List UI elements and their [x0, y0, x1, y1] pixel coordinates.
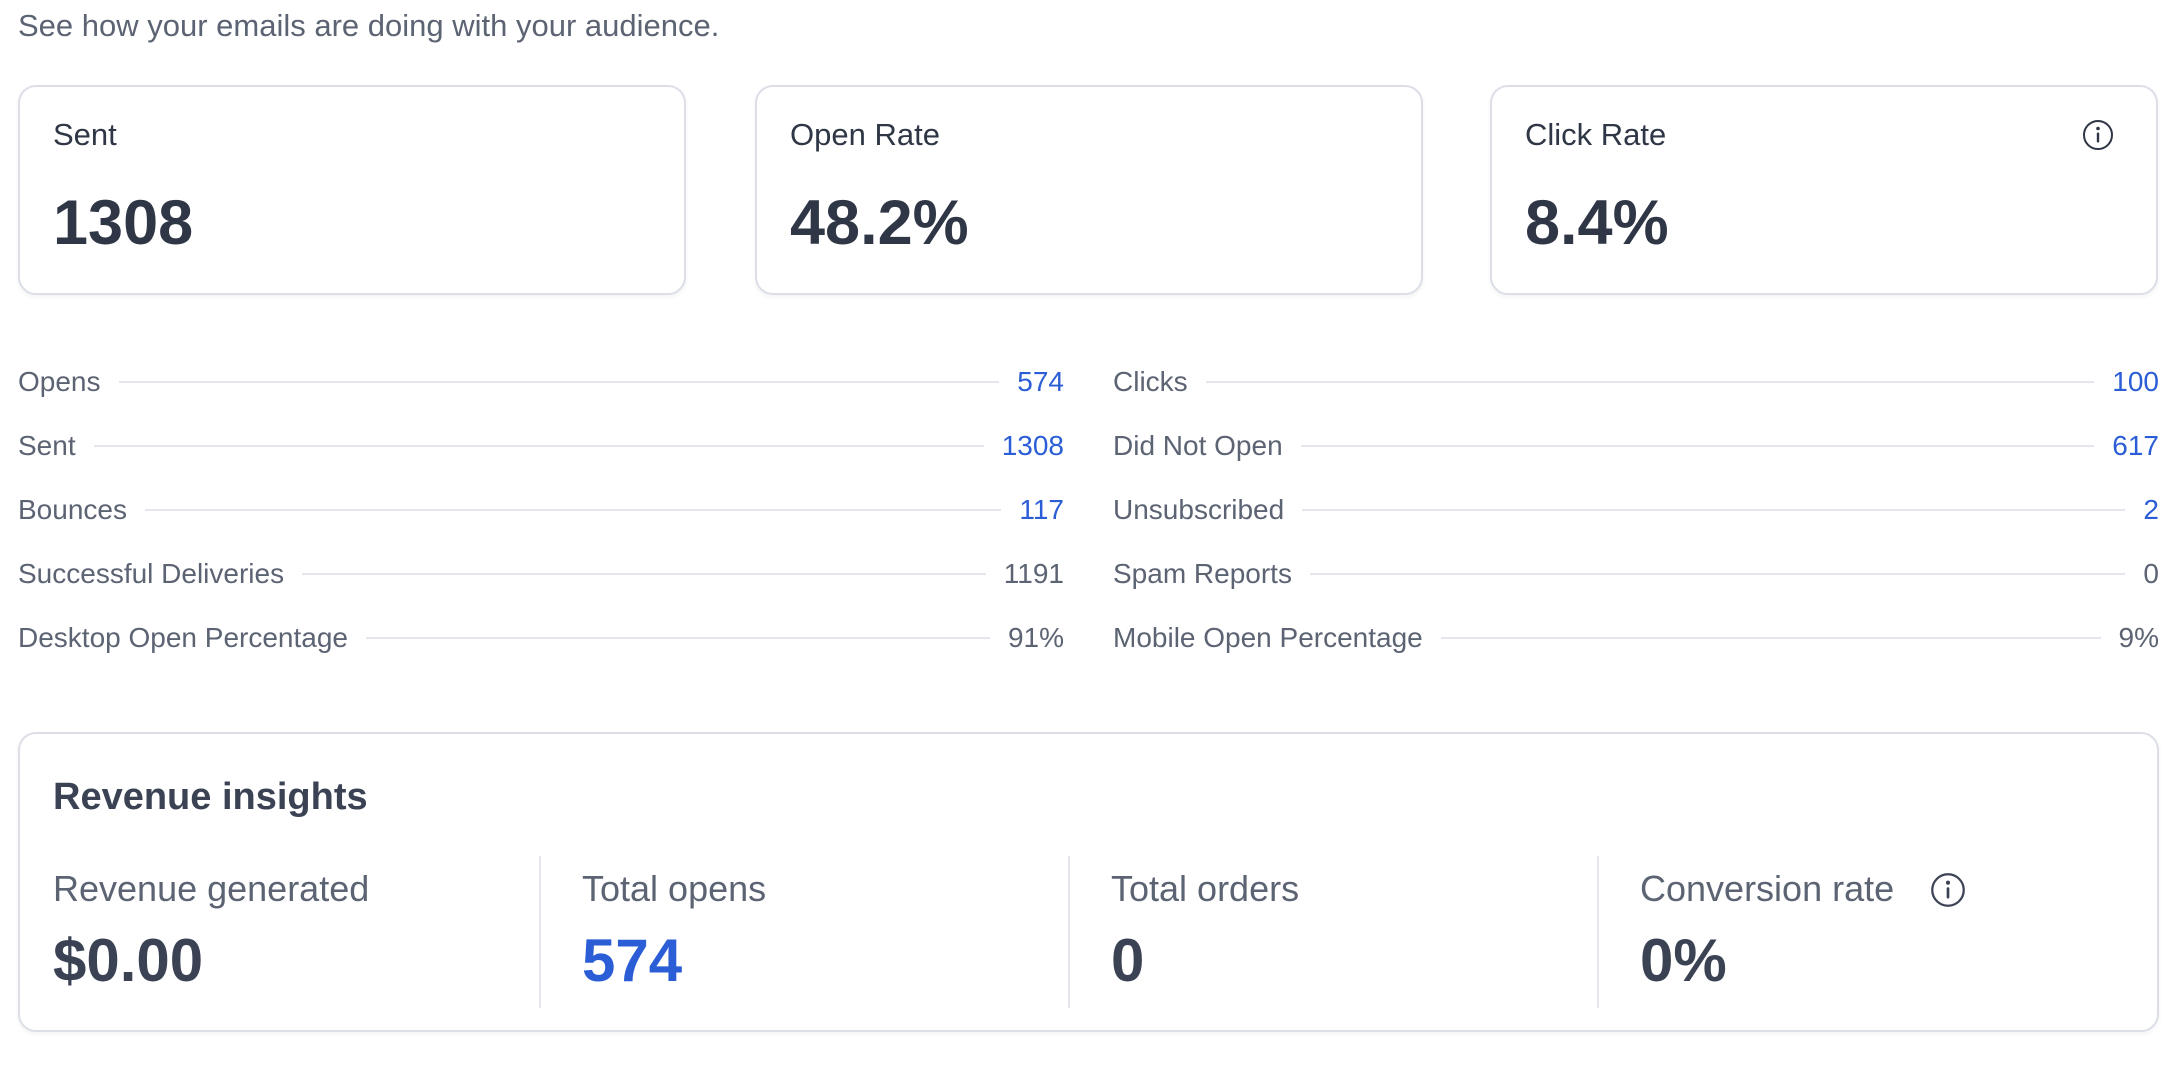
stat-value-link[interactable]: 1308 — [1001, 430, 1064, 461]
stat-value-link[interactable]: 617 — [2112, 430, 2159, 461]
stat-label: Clicks — [1113, 366, 1188, 397]
metric-label: Revenue generated — [53, 868, 370, 909]
metric-value-link[interactable]: 574 — [582, 927, 683, 994]
metric-label: Total opens — [582, 868, 767, 909]
stat-label: Successful Deliveries — [18, 558, 285, 589]
kpi-card-sent: Sent 1308 — [18, 85, 686, 295]
stat-row-did-not-open: Did Not Open 617 — [1113, 414, 2159, 478]
info-icon[interactable] — [2082, 119, 2114, 151]
dotted-leader — [1440, 637, 2101, 639]
dotted-leader — [1302, 509, 2126, 511]
stat-label: Opens — [18, 366, 101, 397]
dotted-leader — [93, 445, 984, 447]
stats-list-right: Clicks 100 Did Not Open 617 Unsubscribed… — [1113, 350, 2159, 670]
stat-value: 9% — [2118, 622, 2159, 653]
metric-conversion-rate: Conversion rate 0% — [1640, 856, 2170, 1006]
dotted-leader — [1309, 573, 2126, 575]
stat-value: 0 — [2143, 558, 2159, 589]
stat-row-desktop-open-percentage: Desktop Open Percentage 91% — [18, 606, 1064, 670]
revenue-title: Revenue insights — [53, 776, 368, 818]
dotted-leader — [144, 509, 1002, 511]
stat-value: 91% — [1007, 622, 1064, 653]
stat-row-opens: Opens 574 — [18, 350, 1064, 414]
stat-row-unsubscribed: Unsubscribed 2 — [1113, 478, 2159, 542]
kpi-label: Sent — [53, 117, 117, 152]
kpi-card-open-rate: Open Rate 48.2% — [755, 85, 1423, 295]
page-subtitle: See how your emails are doing with your … — [18, 8, 720, 43]
column-divider — [539, 856, 541, 1008]
metric-label: Conversion rate — [1640, 868, 1895, 909]
stat-label: Unsubscribed — [1113, 494, 1285, 525]
dotted-leader — [1300, 445, 2095, 447]
stat-value-link[interactable]: 2 — [2143, 494, 2159, 525]
stat-row-mobile-open-percentage: Mobile Open Percentage 9% — [1113, 606, 2159, 670]
kpi-value: 8.4% — [1525, 188, 1669, 258]
kpi-value: 48.2% — [790, 188, 969, 258]
metric-total-opens: Total opens 574 — [582, 856, 1112, 1006]
stat-value-link[interactable]: 100 — [2112, 366, 2159, 397]
metric-label: Total orders — [1111, 868, 1300, 909]
metric-total-orders: Total orders 0 — [1111, 856, 1641, 1006]
stat-row-clicks: Clicks 100 — [1113, 350, 2159, 414]
stat-value-link[interactable]: 117 — [1019, 494, 1064, 525]
metric-revenue-generated: Revenue generated $0.00 — [53, 856, 583, 1006]
stat-label: Bounces — [18, 494, 127, 525]
stats-list-left: Opens 574 Sent 1308 Bounces 117 Successf… — [18, 350, 1064, 670]
kpi-card-click-rate: Click Rate 8.4% — [1490, 85, 2158, 295]
stat-label: Did Not Open — [1113, 430, 1283, 461]
stat-label: Sent — [18, 430, 76, 461]
column-divider — [1597, 856, 1599, 1008]
stat-label: Spam Reports — [1113, 558, 1292, 589]
dotted-leader — [365, 637, 990, 639]
stat-value-link[interactable]: 574 — [1017, 366, 1064, 397]
stat-value: 1191 — [1003, 558, 1064, 589]
stat-label: Desktop Open Percentage — [18, 622, 348, 653]
dotted-leader — [118, 381, 1000, 383]
dotted-leader — [1205, 381, 2095, 383]
info-icon[interactable] — [1930, 872, 1966, 908]
kpi-label: Open Rate — [790, 117, 940, 152]
stat-row-sent: Sent 1308 — [18, 414, 1064, 478]
kpi-label: Click Rate — [1525, 117, 1667, 152]
metric-value: 0% — [1640, 927, 1727, 994]
stat-row-bounces: Bounces 117 — [18, 478, 1064, 542]
column-divider — [1068, 856, 1070, 1008]
metric-value: 0 — [1111, 927, 1145, 994]
stat-label: Mobile Open Percentage — [1113, 622, 1423, 653]
revenue-insights-card: Revenue insights Revenue generated $0.00… — [18, 732, 2159, 1032]
metric-value: $0.00 — [53, 927, 204, 994]
kpi-value: 1308 — [53, 188, 194, 258]
dotted-leader — [302, 573, 986, 575]
stat-row-successful-deliveries: Successful Deliveries 1191 — [18, 542, 1064, 606]
stat-row-spam-reports: Spam Reports 0 — [1113, 542, 2159, 606]
